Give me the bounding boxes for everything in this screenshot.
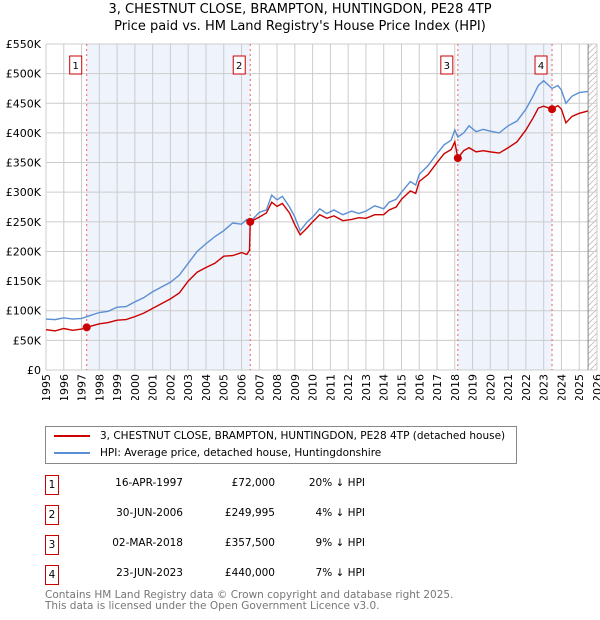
x-tick-label: 2002 xyxy=(164,374,177,400)
sale-price: £440,000 xyxy=(224,567,275,579)
x-tick-label: 2023 xyxy=(538,374,551,400)
x-tick-label: 2004 xyxy=(200,374,213,400)
sale-label: 2 xyxy=(236,61,242,72)
chart-title: 3, CHESTNUT CLOSE, BRAMPTON, HUNTINGDON,… xyxy=(108,2,492,17)
x-tick-label: 2021 xyxy=(502,374,515,400)
sale-number: 4 xyxy=(45,565,59,585)
chart-subtitle: Price paid vs. HM Land Registry's House … xyxy=(114,19,486,34)
footer-line: Contains HM Land Registry data © Crown c… xyxy=(45,589,454,601)
x-tick-label: 2003 xyxy=(182,374,195,400)
y-tick-label: £550K xyxy=(6,38,42,51)
x-tick-label: 2018 xyxy=(449,374,462,400)
sale-label: 1 xyxy=(73,61,79,72)
y-tick-label: £100K xyxy=(6,305,42,318)
x-tick-label: 2015 xyxy=(395,374,408,400)
y-tick-label: £450K xyxy=(6,97,42,110)
shaded-period xyxy=(457,44,553,370)
property-price-line xyxy=(45,104,589,332)
sale-label-box xyxy=(534,55,548,75)
y-tick-label: £200K xyxy=(6,245,42,258)
legend: 3, CHESTNUT CLOSE, BRAMPTON, HUNTINGDON,… xyxy=(45,426,517,464)
sale-point xyxy=(82,323,91,332)
x-tick-label: 2006 xyxy=(236,374,249,400)
y-tick-label: £500K xyxy=(6,68,42,81)
legend-swatch-property xyxy=(54,435,90,437)
x-tick-label: 2017 xyxy=(431,374,444,400)
x-tick-label: 2019 xyxy=(467,374,480,400)
x-tick-label: 2011 xyxy=(324,374,337,400)
x-tick-label: 1996 xyxy=(58,374,71,400)
hpi-line xyxy=(45,79,589,321)
sale-point xyxy=(453,154,462,163)
line-chart: 1995 1996 1997 1998 1999 2000 2001 2002 2003 2004… xyxy=(6,38,600,400)
x-tick-label: 2009 xyxy=(289,374,302,400)
x-tick-label: 2000 xyxy=(129,374,142,400)
sale-date: 30-JUN-2006 xyxy=(116,507,183,519)
sale-number: 2 xyxy=(45,505,59,525)
sale-price: £249,995 xyxy=(224,507,275,519)
x-tick-label: 2022 xyxy=(520,374,533,400)
x-tick-label: 2012 xyxy=(342,374,355,400)
y-tick-label: £0 xyxy=(27,364,41,377)
legend-label-property: 3, CHESTNUT CLOSE, BRAMPTON, HUNTINGDON,… xyxy=(100,430,506,442)
y-tick-label: £150K xyxy=(6,275,42,288)
x-tick-label: 2016 xyxy=(413,374,426,400)
x-tick-label: 1995 xyxy=(40,374,53,400)
x-tick-label: 2001 xyxy=(147,374,160,400)
x-tick-label: 2008 xyxy=(271,374,284,400)
y-tick-label: £250K xyxy=(6,216,42,229)
sale-hpi-diff: 9% ↓ HPI xyxy=(315,537,365,549)
footer: Contains HM Land Registry data © Crown c… xyxy=(45,590,453,612)
y-tick-label: £50K xyxy=(13,334,42,347)
sale-price: £72,000 xyxy=(231,477,275,489)
shaded-period xyxy=(86,44,251,370)
x-tick-label: 2025 xyxy=(573,374,586,400)
sale-hpi-diff: 20% ↓ HPI xyxy=(308,477,365,489)
forecast-hatch xyxy=(588,44,597,370)
sale-number: 1 xyxy=(45,475,59,495)
y-tick-label: £350K xyxy=(6,157,42,170)
x-tick-label: 1998 xyxy=(93,374,106,400)
x-tick-label: 2024 xyxy=(555,374,568,400)
x-tick-label: 2014 xyxy=(378,374,391,400)
sale-price: £357,500 xyxy=(224,537,275,549)
sale-label-box xyxy=(69,55,83,75)
x-tick-label: 2013 xyxy=(360,374,373,400)
x-tick-label: 1999 xyxy=(111,374,124,400)
x-tick-label: 2007 xyxy=(253,374,266,400)
sale-label-box xyxy=(232,55,246,75)
footer-line: This data is licensed under the Open Gov… xyxy=(45,600,380,612)
sale-hpi-diff: 4% ↓ HPI xyxy=(315,507,365,519)
sale-hpi-diff: 7% ↓ HPI xyxy=(315,567,365,579)
sale-date: 16-APR-1997 xyxy=(115,477,183,489)
x-tick-label: 1997 xyxy=(76,374,89,400)
x-tick-label: 2020 xyxy=(484,374,497,400)
x-tick-label: 2026 xyxy=(591,374,600,400)
sale-date: 02-MAR-2018 xyxy=(112,537,183,549)
sale-label: 3 xyxy=(444,61,450,72)
y-tick-label: £300K xyxy=(6,186,42,199)
sale-label-box xyxy=(440,55,454,75)
sale-point xyxy=(548,105,557,114)
x-tick-label: 2010 xyxy=(307,374,320,400)
sale-date: 23-JUN-2023 xyxy=(116,567,183,579)
sale-number: 3 xyxy=(45,535,59,555)
y-tick-label: £400K xyxy=(6,127,42,140)
legend-label-hpi: HPI: Average price, detached house, Hunt… xyxy=(100,447,382,459)
sale-label: 4 xyxy=(538,61,544,72)
sale-point xyxy=(246,217,255,226)
x-tick-label: 2005 xyxy=(218,374,231,400)
legend-swatch-hpi xyxy=(54,452,90,454)
